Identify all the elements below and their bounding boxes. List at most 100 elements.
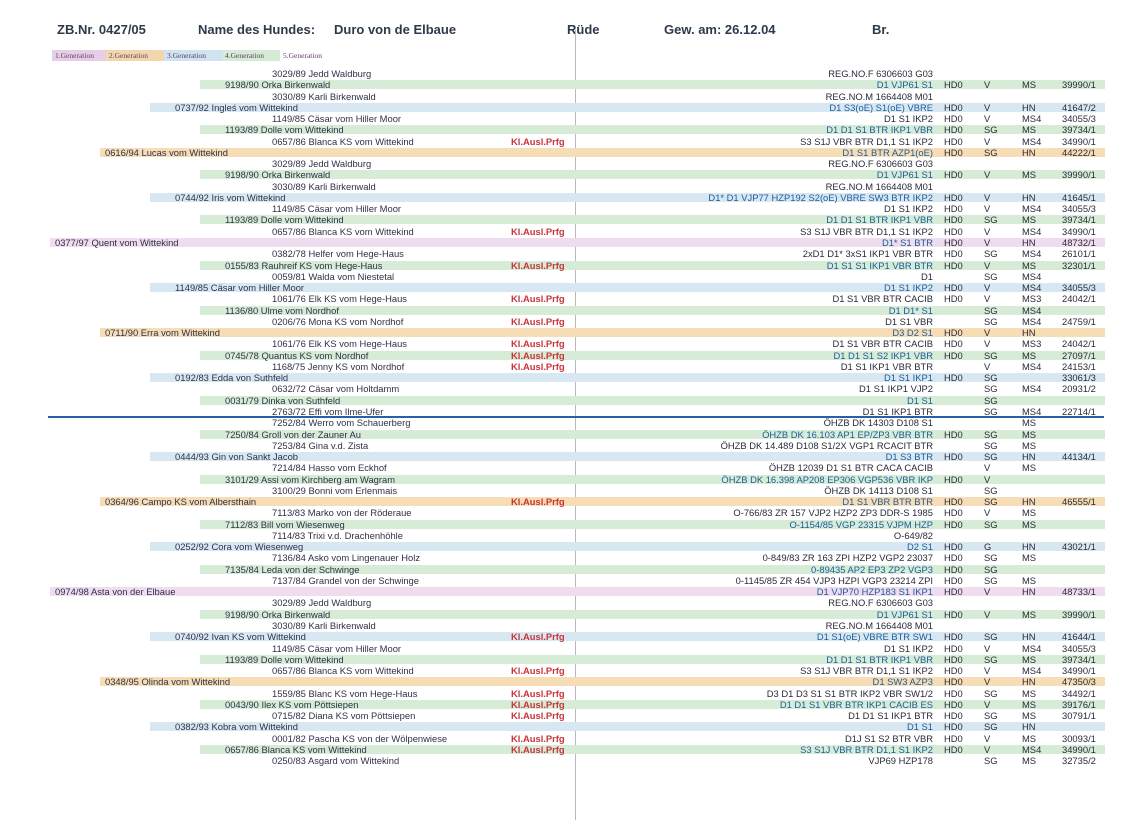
conformation-grade: SG (984, 496, 998, 508)
hd-score: HD0 (944, 665, 963, 677)
marking: MS3 (1022, 338, 1042, 350)
generation-band (150, 102, 1105, 112)
dog-name-label: Name des Hundes: (198, 22, 316, 37)
pedigree-row: 0737/92 Ingleś vom Wittekind D1 S3(oE) S1… (0, 102, 1145, 113)
titles: D1 VJP70 HZP183 S1 IKP1 (816, 586, 933, 598)
titles: D1J S1 S2 BTR VBR (844, 732, 933, 744)
registry-number: 27097/1 (1062, 349, 1096, 361)
dog-entry: 0657/86 Blanca KS vom Wittekind (272, 135, 414, 147)
dog-entry: 9198/90 Orka Birkenwald (225, 169, 331, 181)
generation-band (100, 677, 1105, 687)
conformation-grade: SG (984, 631, 998, 643)
generation-band (100, 497, 1105, 507)
marking: MS (1022, 439, 1037, 451)
hd-score: HD0 (944, 146, 963, 158)
pedigree-row: 7252/84 Werro vom Schauerberg ÖHZB DK 143… (0, 417, 1145, 428)
marking: MS (1022, 79, 1037, 91)
registry-number: 41645/1 (1062, 191, 1096, 203)
conformation-grade: SG (984, 755, 998, 767)
pedigree-row: 7137/84 Grandel von der Schwinge 0-1145/8… (0, 575, 1145, 586)
marking: MS (1022, 124, 1037, 136)
dog-entry: 0192/83 Edda von Suthfeld (175, 372, 289, 384)
hd-score: HD0 (944, 631, 963, 643)
titles: O-649/82 (893, 529, 933, 541)
marking: HN (1022, 631, 1036, 643)
generation-band (200, 609, 1105, 619)
hd-score: HD0 (944, 372, 963, 384)
pedigree-row: 0192/83 Edda von Suthfeld D1 S1 IKP1 HD0 SG… (0, 372, 1145, 383)
pedigree-row: 0377/97 Quent vom Wittekind D1* S1 BTR HD0… (0, 237, 1145, 248)
titles: S3 S1J VBR BTR D1,1 S1 IKP2 (800, 743, 933, 755)
hd-score: HD0 (944, 327, 963, 339)
exhibition-label: Kl.Ausl.Prfg (511, 710, 565, 722)
titles: REG.NO.M 1664408 M01 (825, 180, 933, 192)
dog-entry: 7253/84 Gina v.d. Zista (272, 439, 369, 451)
pedigree-row: 0382/78 Helfer vom Hege-Haus 2xD1 D1* 3xS… (0, 248, 1145, 259)
conformation-grade: V (984, 169, 991, 181)
titles: D1 S1 VBR BTR CACIB (832, 293, 933, 305)
generation-band (200, 215, 1105, 225)
pedigree-row: 0711/90 Erra vom Wittekind D3 D2 S1 HD0 V HN (0, 327, 1145, 338)
generation-band (200, 305, 1105, 315)
pedigree-row: 1193/89 Dolle vom Wittekind D1 D1 S1 BTR … (0, 214, 1145, 225)
pedigree-row: 0252/92 Cora vom Wiesenweg D2 S1 HD0 G HN 430… (0, 541, 1145, 552)
marking: MS (1022, 462, 1037, 474)
dog-entry: 0001/82 Pascha KS von der Wölpenwiese (272, 732, 448, 744)
registry-number: 41644/1 (1062, 631, 1096, 643)
marking: MS4 (1022, 203, 1042, 215)
conformation-grade: SG (984, 383, 998, 395)
generation-band (200, 125, 1105, 135)
titles: ÖHZB DK 14303 D108 S1 (823, 417, 933, 429)
dog-entry: 0348/95 Olinda vom Wittekind (105, 676, 231, 688)
titles: D1 D1* S1 (888, 304, 933, 316)
dog-entry: 7113/83 Marko von der Röderaue (272, 507, 412, 519)
dog-entry: 3030/89 Karli Birkenwald (272, 620, 376, 632)
conformation-grade: V (984, 101, 991, 113)
marking: MS (1022, 574, 1037, 586)
sex: Rüde (567, 22, 600, 37)
pedigree-row: 3029/89 Jedd Waldburg REG.NO.F 6306603 G0… (0, 68, 1145, 79)
hd-score: HD0 (944, 608, 963, 620)
conformation-grade: SG (984, 214, 998, 226)
hd-score: HD0 (944, 507, 963, 519)
generation-band (150, 722, 1105, 732)
generation-band (150, 373, 1105, 383)
exhibition-label: Kl.Ausl.Prfg (511, 687, 565, 699)
hd-score: HD0 (944, 214, 963, 226)
pedigree-row: 0657/86 Blanca KS vom Wittekind Kl.Ausl.P… (0, 744, 1145, 755)
pedigree-row: 7214/84 Hasso vom Eckhof ÖHZB 12039 D1 S1… (0, 462, 1145, 473)
conformation-grade: V (984, 665, 991, 677)
dog-entry: 0974/98 Asta von der Elbaue (55, 586, 176, 598)
birth-date: Gew. am: 26.12.04 (664, 22, 776, 37)
conformation-grade: V (984, 282, 991, 294)
marking: HN (1022, 191, 1036, 203)
dog-entry: 1193/89 Dolle vom Wittekind (225, 214, 344, 226)
dog-entry: 1149/85 Cäsar vom Hiller Moor (175, 282, 305, 294)
marking: MS (1022, 698, 1037, 710)
pedigree-row: 9198/90 Orka Birkenwald D1 VJP61 S1 HD0 V MS… (0, 169, 1145, 180)
conformation-grade: V (984, 79, 991, 91)
conformation-grade: SG (984, 563, 998, 575)
marking: MS4 (1022, 113, 1042, 125)
registry-number: 24759/1 (1062, 315, 1096, 327)
titles: O-766/83 ZR 157 VJP2 HZP2 ZP3 DDR-S 1985 (733, 507, 933, 519)
conformation-grade: V (984, 586, 991, 598)
pedigree-row: 7253/84 Gina v.d. Zista ÖHZB DK 14.489 D1… (0, 440, 1145, 451)
hd-score: HD0 (944, 642, 963, 654)
marking: MS (1022, 428, 1037, 440)
marking: HN (1022, 327, 1036, 339)
pedigree-row: 1193/89 Dolle vom Wittekind D1 D1 S1 BTR … (0, 124, 1145, 135)
generation-band (200, 80, 1105, 90)
hd-score: HD0 (944, 563, 963, 575)
titles: D1 S1 IKP1 (884, 372, 933, 384)
legend-generation-3: 3.Generation (164, 50, 222, 61)
dog-entry: 0382/78 Helfer vom Hege-Haus (272, 248, 404, 260)
legend-generation-2: 2.Generation (106, 50, 164, 61)
marking: MS (1022, 259, 1037, 271)
pedigree-row: 0745/78 Quantus KS vom Nordhof Kl.Ausl.Pr… (0, 350, 1145, 361)
registry-number: 34990/1 (1062, 743, 1096, 755)
registry-number: 48733/1 (1062, 586, 1096, 598)
conformation-grade: V (984, 113, 991, 125)
hd-score: HD0 (944, 203, 963, 215)
marking: MS4 (1022, 743, 1042, 755)
